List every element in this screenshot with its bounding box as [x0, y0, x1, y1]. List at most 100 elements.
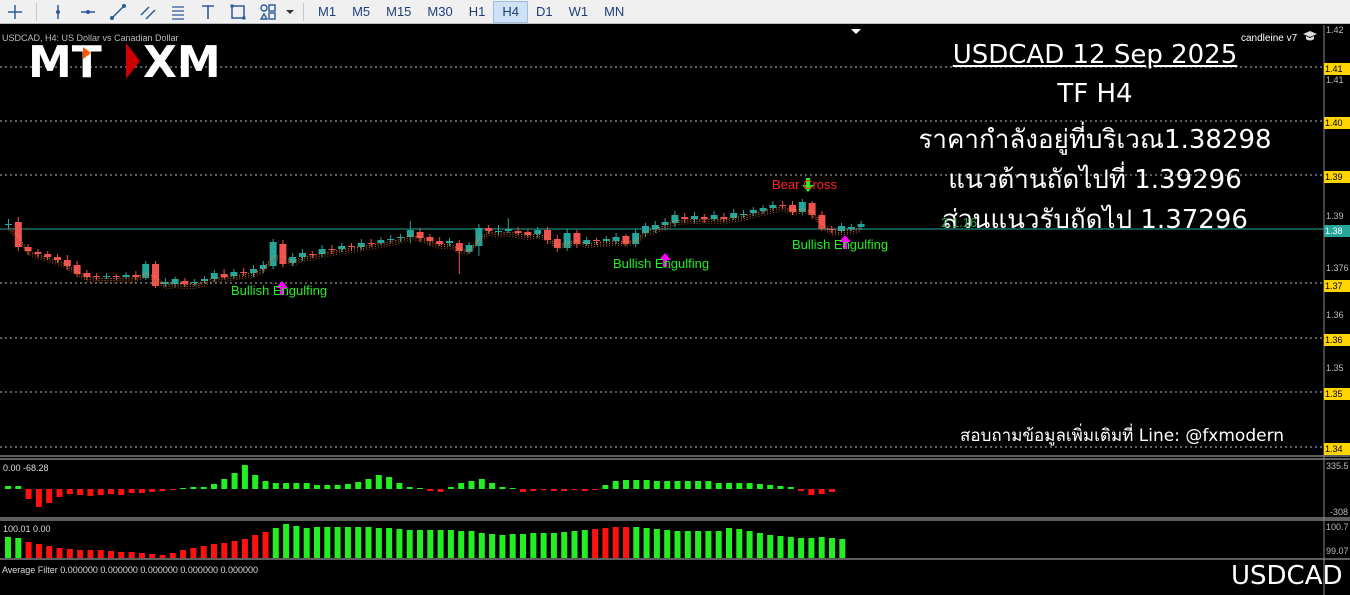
candle-body — [54, 257, 61, 260]
candle-body — [455, 243, 463, 251]
strength-bar — [293, 526, 300, 558]
subwindow3-label: Fractal Adaptive Moving Average Filter 0… — [0, 565, 258, 575]
strength-bar — [159, 555, 166, 558]
candle-body — [514, 231, 522, 233]
strength-bar — [839, 539, 846, 558]
oscillator-bar — [262, 481, 269, 489]
strength-bar — [787, 537, 794, 558]
oscillator-bar — [581, 489, 588, 491]
overlay-title: USDCAD 12 Sep 2025 — [952, 40, 1238, 70]
oscillator-bar — [540, 489, 547, 490]
bullish-arrow-icon — [839, 235, 851, 249]
oscillator-bar — [561, 489, 568, 491]
strength-bar — [5, 537, 11, 558]
strength-bar — [674, 531, 681, 558]
price-tag: 1.39 — [1324, 171, 1350, 183]
strength-bar — [417, 530, 423, 558]
candle-body — [377, 240, 385, 243]
candle-body — [436, 241, 444, 244]
timeframe-button-h1[interactable]: H1 — [468, 4, 486, 19]
oscillator-bar — [365, 479, 372, 489]
oscillator-bar — [180, 488, 187, 489]
strength-bar — [386, 528, 393, 558]
chart-shift-marker — [851, 29, 861, 34]
strength-bar — [684, 531, 691, 558]
candle-body — [44, 254, 52, 257]
price-axis-tick: 1.35 — [1326, 363, 1344, 373]
strength-bar — [530, 533, 537, 558]
chart-window[interactable]: USDCAD, H4: US Dollar vs Canadian Dollar… — [0, 25, 1350, 595]
strength-bar — [303, 528, 310, 558]
price-axis-top: 1.42 — [1326, 25, 1344, 35]
channel-icon[interactable] — [133, 1, 163, 23]
price-tag: 1.41 — [1324, 63, 1350, 75]
strength-bar — [468, 531, 475, 558]
candle-body — [730, 213, 738, 218]
candle-body — [710, 215, 718, 219]
timeframe-button-m5[interactable]: M5 — [352, 4, 371, 19]
strength-bar — [190, 548, 197, 558]
timeframe-button-w1[interactable]: W1 — [568, 4, 589, 19]
candle-body — [318, 249, 326, 254]
overlay-resistance: แนวต้านถัดไปที่ 1.39296 — [948, 165, 1242, 195]
oscillator-bar — [97, 489, 104, 495]
chart-canvas[interactable] — [0, 25, 1350, 595]
oscillator-bar — [798, 489, 805, 491]
oscillator-bar — [726, 483, 732, 489]
candle-body — [798, 202, 806, 212]
candle-body — [769, 205, 777, 208]
candle-body — [34, 252, 42, 254]
candle-body — [446, 241, 453, 243]
strength-bar — [200, 546, 207, 558]
timeframe-button-mn[interactable]: MN — [604, 4, 625, 19]
signal-bullish-engulfing-1: Bullish Engulfing — [231, 283, 328, 298]
objects-menu-icon[interactable] — [253, 1, 283, 23]
oscillator-bar — [458, 483, 465, 489]
oscillator-bar — [211, 484, 217, 489]
strength-bar — [375, 528, 382, 558]
horizontal-line-icon[interactable] — [73, 1, 103, 23]
oscillator-bar — [499, 487, 506, 489]
price-tag: 1.36 — [1324, 334, 1350, 346]
strength-bar — [87, 550, 94, 558]
oscillator-bar — [550, 489, 557, 491]
candle-body — [524, 232, 532, 235]
bullish-arrow-icon — [276, 281, 288, 295]
candle-body — [181, 281, 189, 284]
oscillator-bar — [128, 489, 135, 493]
strength-bar — [602, 528, 609, 558]
timeframe-button-m1[interactable]: M1 — [318, 4, 337, 19]
timeframe-button-d1[interactable]: D1 — [535, 4, 553, 19]
subwindow2-min: 99.07 — [1326, 546, 1349, 556]
strength-bar — [643, 528, 650, 558]
text-icon[interactable] — [193, 1, 223, 23]
trendline-icon[interactable] — [103, 1, 133, 23]
vertical-line-icon[interactable] — [43, 1, 73, 23]
candle-body — [534, 230, 542, 234]
candle-body — [818, 215, 826, 229]
oscillator-bar — [643, 480, 650, 489]
oscillator-bar — [571, 489, 578, 490]
timeframe-button-m15[interactable]: M15 — [386, 4, 412, 19]
strength-bar — [653, 529, 660, 558]
oscillator-bar — [396, 483, 403, 489]
strength-bar — [447, 530, 454, 558]
strength-bar — [272, 528, 279, 558]
shapes-icon[interactable] — [223, 1, 253, 23]
price-tag: 1.40 — [1324, 117, 1350, 129]
oscillator-bar — [159, 489, 166, 491]
candle-body — [504, 229, 512, 231]
timeframe-button-m30[interactable]: M30 — [427, 4, 453, 19]
oscillator-bar — [56, 489, 63, 497]
crosshair-icon[interactable] — [0, 1, 30, 23]
oscillator-bar — [715, 483, 722, 489]
chevron-down-icon[interactable] — [283, 1, 297, 23]
timeframe-button-h4[interactable]: H4 — [493, 0, 528, 23]
oscillator-bar — [406, 487, 413, 489]
oscillator-bar — [818, 489, 825, 494]
oscillator-bar — [138, 489, 145, 493]
strength-bar — [355, 527, 362, 558]
oscillator-bar — [767, 485, 774, 489]
fibonacci-icon[interactable] — [163, 1, 193, 23]
candle-body — [367, 243, 375, 244]
